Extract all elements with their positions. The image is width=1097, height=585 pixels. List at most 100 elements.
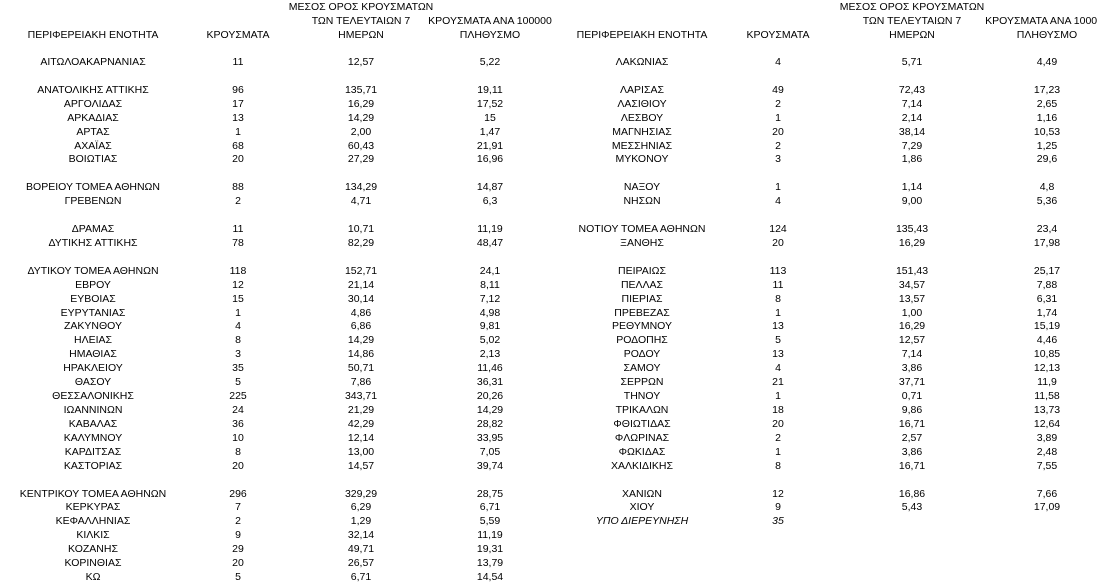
cases-cell: 3 — [235, 348, 241, 361]
per-100k-cell: 2,48 — [1036, 445, 1058, 458]
weekly-average-cell: 12,14 — [347, 431, 375, 444]
region-cell: ΥΠΟ ΔΙΕΡΕΥΝΗΣΗ — [595, 515, 689, 528]
region-cell: ΣΕΡΡΩΝ — [620, 375, 664, 388]
per-100k-cell: 1,16 — [1036, 111, 1058, 124]
cases-cell: 13 — [772, 320, 784, 333]
weekly-average-cell: 7,29 — [901, 139, 923, 152]
region-cell: ΑΡΓΟΛΙΔΑΣ — [63, 97, 123, 110]
per-100k-cell: 33,95 — [476, 431, 504, 444]
cases-cell: 11 — [772, 278, 784, 291]
per-100k-cell: 2,65 — [1036, 97, 1058, 110]
per-100k-cell: 10,53 — [1033, 125, 1061, 138]
region-cell: ΛΑΚΩΝΙΑΣ — [615, 55, 669, 68]
column-header: ΚΡΟΥΣΜΑΤΑ ΑΝΑ 100000 — [985, 14, 1097, 27]
weekly-average-cell: 30,14 — [347, 292, 375, 305]
per-100k-cell: 23,4 — [1036, 222, 1058, 235]
cases-cell: 11 — [232, 222, 244, 235]
region-cell: ΚΙΛΚΙΣ — [76, 529, 110, 542]
cases-cell: 8 — [235, 334, 241, 347]
cases-cell: 36 — [232, 417, 244, 430]
weekly-average-cell: 49,71 — [347, 542, 375, 555]
column-header: ΚΡΟΥΣΜΑΤΑ — [746, 28, 810, 41]
cases-cell: 3 — [775, 153, 781, 166]
weekly-average-cell: 27,29 — [347, 153, 375, 166]
region-cell: ΙΩΑΝΝΙΝΩΝ — [63, 403, 123, 416]
region-cell: ΕΒΡΟΥ — [75, 278, 111, 291]
region-cell: ΔΡΑΜΑΣ — [71, 222, 115, 235]
column-header: ΜΕΣΟΣ ΟΡΟΣ ΚΡΟΥΣΜΑΤΩΝ — [839, 0, 985, 13]
region-cell: ΑΙΤΩΛΟΑΚΑΡΝΑΝΙΑΣ — [40, 55, 146, 68]
cases-cell: 1 — [775, 111, 781, 124]
cases-cell: 2 — [775, 139, 781, 152]
per-100k-cell: 6,3 — [482, 194, 498, 207]
region-cell: ΑΡΚΑΔΙΑΣ — [67, 111, 119, 124]
region-cell: ΔΥΤΙΚΟΥ ΤΟΜΕΑ ΑΘΗΝΩΝ — [27, 264, 159, 277]
per-100k-cell: 14,87 — [476, 181, 504, 194]
per-100k-cell: 11,46 — [477, 361, 503, 374]
per-100k-cell: 17,09 — [1033, 501, 1061, 514]
region-cell: ΠΕΙΡΑΙΩΣ — [618, 264, 666, 277]
cases-cell: 20 — [232, 153, 244, 166]
per-100k-cell: 15 — [484, 111, 496, 124]
per-100k-cell: 48,47 — [476, 236, 504, 249]
weekly-average-cell: 135,71 — [344, 83, 378, 96]
weekly-average-cell: 16,29 — [898, 320, 926, 333]
cases-cell: 4 — [775, 194, 781, 207]
cases-cell: 5 — [775, 334, 781, 347]
region-cell: ΠΡΕΒΕΖΑΣ — [614, 306, 670, 319]
cases-cell: 20 — [772, 236, 784, 249]
cases-cell: 9 — [235, 529, 241, 542]
cases-cell: 1 — [775, 181, 781, 194]
per-100k-cell: 1,74 — [1036, 306, 1058, 319]
cases-cell: 5 — [235, 570, 241, 583]
region-cell: ΕΥΒΟΙΑΣ — [70, 292, 116, 305]
weekly-average-cell: 6,71 — [350, 570, 372, 583]
weekly-average-cell: 10,71 — [347, 222, 375, 235]
region-cell: ΦΩΚΙΔΑΣ — [618, 445, 666, 458]
weekly-average-cell: 1,29 — [350, 515, 372, 528]
cases-cell: 12 — [232, 278, 244, 291]
cases-cell: 124 — [769, 222, 787, 235]
region-cell: ΜΥΚΟΝΟΥ — [615, 153, 669, 166]
cases-cell: 2 — [775, 431, 781, 444]
cases-cell: 88 — [232, 181, 244, 194]
per-100k-cell: 15,19 — [1033, 320, 1061, 333]
cases-cell: 20 — [232, 556, 244, 569]
per-100k-cell: 12,64 — [1033, 417, 1061, 430]
per-100k-cell: 6,71 — [479, 501, 501, 514]
column-header: ΠΛΗΘΥΣΜΟ — [1016, 28, 1078, 41]
per-100k-cell: 24,1 — [479, 264, 501, 277]
per-100k-cell: 5,22 — [479, 55, 501, 68]
weekly-average-cell: 16,29 — [347, 97, 375, 110]
cases-cell: 24 — [232, 403, 244, 416]
weekly-average-cell: 34,57 — [898, 278, 926, 291]
region-cell: ΣΑΜΟΥ — [623, 361, 661, 374]
region-cell: ΡΟΔΟΠΗΣ — [616, 334, 668, 347]
column-header: ΗΜΕΡΩΝ — [338, 28, 384, 41]
cases-cell: 2 — [775, 97, 781, 110]
cases-cell: 4 — [235, 320, 241, 333]
weekly-average-cell: 13,00 — [347, 445, 375, 458]
region-cell: ΠΙΕΡΙΑΣ — [621, 292, 663, 305]
cases-cell: 296 — [229, 487, 247, 500]
weekly-average-cell: 16,71 — [898, 417, 926, 430]
region-cell: ΗΡΑΚΛΕΙΟΥ — [63, 361, 123, 374]
per-100k-cell: 4,49 — [1036, 55, 1058, 68]
per-100k-cell: 5,36 — [1036, 194, 1058, 207]
per-100k-cell: 1,25 — [1036, 139, 1058, 152]
region-cell: ΚΕΝΤΡΙΚΟΥ ΤΟΜΕΑ ΑΘΗΝΩΝ — [19, 487, 167, 500]
region-cell: ΜΑΓΝΗΣΙΑΣ — [612, 125, 672, 138]
cases-cell: 18 — [772, 403, 784, 416]
region-cell: ΛΕΣΒΟΥ — [620, 111, 664, 124]
per-100k-cell: 5,02 — [479, 334, 501, 347]
per-100k-cell: 7,55 — [1036, 459, 1058, 472]
cases-cell: 20 — [772, 125, 784, 138]
per-100k-cell: 20,26 — [476, 389, 504, 402]
cases-cell: 8 — [775, 292, 781, 305]
per-100k-cell: 25,17 — [1033, 264, 1061, 277]
weekly-average-cell: 16,86 — [898, 487, 926, 500]
weekly-average-cell: 12,57 — [898, 334, 926, 347]
weekly-average-cell: 9,86 — [901, 403, 923, 416]
column-header: ΚΡΟΥΣΜΑΤΑ ΑΝΑ 100000 — [428, 14, 552, 27]
weekly-average-cell: 32,14 — [347, 529, 375, 542]
